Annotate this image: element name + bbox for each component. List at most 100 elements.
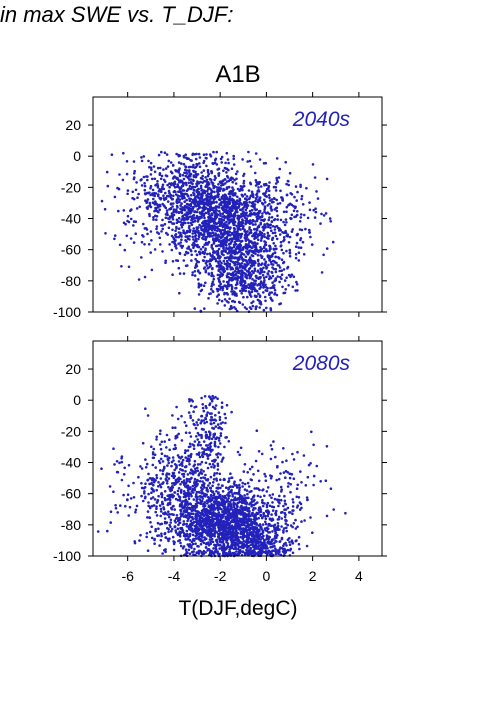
data-point [254, 179, 258, 182]
data-point [214, 395, 217, 399]
data-point [126, 189, 130, 192]
data-point [228, 550, 232, 554]
data-point [286, 523, 290, 527]
data-point [210, 522, 214, 526]
data-point [227, 234, 231, 237]
data-point [173, 525, 177, 529]
data-point [235, 518, 239, 521]
data-point [239, 446, 243, 450]
data-point [238, 239, 241, 242]
data-point [204, 261, 208, 265]
data-point [213, 209, 216, 213]
data-point [270, 208, 274, 212]
data-point [211, 206, 215, 210]
data-point [214, 512, 217, 515]
data-point [231, 493, 234, 496]
data-point [239, 506, 242, 509]
data-point [171, 197, 174, 201]
data-point [220, 161, 223, 164]
data-point [171, 535, 175, 539]
data-point [162, 194, 165, 197]
data-point [192, 174, 196, 177]
data-point [182, 490, 186, 493]
data-point [225, 171, 228, 174]
data-point [149, 161, 153, 165]
data-point [176, 498, 180, 502]
data-point [226, 158, 230, 161]
data-point [191, 506, 195, 510]
data-point [172, 548, 176, 552]
data-point [329, 220, 333, 223]
data-point [231, 186, 234, 189]
data-point [157, 189, 161, 193]
data-point [200, 513, 203, 516]
data-point [146, 175, 149, 178]
data-point [218, 228, 221, 232]
data-point [260, 247, 264, 251]
data-point [232, 157, 235, 161]
data-point [278, 269, 282, 273]
data-point [169, 170, 173, 173]
data-point [202, 409, 206, 413]
data-point [250, 497, 253, 501]
data-point [224, 243, 227, 246]
data-point [225, 511, 228, 514]
data-point [299, 216, 303, 219]
data-point [179, 503, 183, 507]
data-point [186, 459, 190, 462]
data-point [272, 248, 276, 251]
data-point [215, 495, 219, 499]
data-point [224, 523, 227, 526]
data-point [268, 216, 271, 219]
data-point [177, 266, 181, 270]
data-point [182, 182, 186, 185]
data-point [217, 439, 221, 442]
data-point [264, 182, 268, 186]
data-point [222, 456, 225, 460]
data-point [242, 284, 245, 288]
data-point [143, 182, 146, 185]
data-point [242, 182, 245, 185]
data-point [254, 231, 258, 234]
data-point [242, 470, 246, 473]
data-point [155, 218, 158, 221]
data-point [220, 516, 223, 520]
data-point [149, 230, 153, 233]
data-point [230, 287, 234, 291]
data-point [200, 193, 204, 196]
data-point [228, 237, 232, 241]
data-point [275, 509, 278, 513]
data-point [238, 233, 241, 237]
data-point [230, 246, 234, 250]
data-point [234, 247, 238, 251]
data-point [193, 488, 197, 492]
data-point [215, 163, 219, 166]
data-point [220, 460, 223, 463]
data-point [168, 438, 171, 442]
data-point [174, 497, 178, 501]
data-point [291, 505, 295, 508]
data-point [249, 514, 252, 518]
y-tick-label: -60 [61, 242, 81, 258]
data-point [180, 246, 184, 249]
data-point [219, 244, 223, 248]
data-point [191, 533, 195, 537]
data-point [217, 445, 220, 449]
data-point [234, 256, 238, 260]
data-point [194, 157, 198, 161]
points-2080s [96, 394, 347, 558]
data-point [205, 178, 209, 182]
data-point [180, 211, 184, 215]
data-point [199, 524, 202, 528]
data-point [212, 517, 216, 521]
data-point [189, 455, 193, 459]
data-point [120, 460, 124, 464]
data-point [154, 510, 157, 514]
data-point [191, 186, 195, 189]
data-point [241, 276, 244, 280]
data-point [167, 189, 171, 193]
data-point [168, 448, 171, 452]
data-point [287, 183, 291, 187]
data-point [177, 216, 181, 220]
data-point [245, 496, 249, 500]
